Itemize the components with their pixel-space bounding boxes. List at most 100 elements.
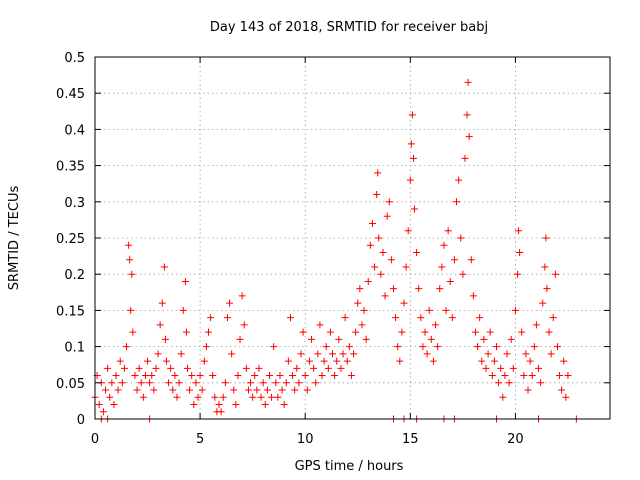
data-point <box>522 350 530 358</box>
data-point <box>364 277 372 285</box>
y-tick-label: 0.05 <box>56 377 85 392</box>
grid-lines <box>95 57 610 419</box>
data-point <box>352 328 360 336</box>
data-point <box>511 306 519 314</box>
y-tick-label: 0.25 <box>56 232 85 247</box>
data-point <box>280 401 288 409</box>
data-point <box>129 328 137 336</box>
data-point <box>110 401 118 409</box>
data-point <box>518 328 526 336</box>
data-point <box>135 364 143 372</box>
data-point <box>179 306 187 314</box>
data-point <box>562 393 570 401</box>
data-point <box>341 314 349 322</box>
data-point <box>192 379 200 387</box>
data-point <box>448 314 456 322</box>
x-tick-label: 0 <box>91 432 99 447</box>
x-tick-label: 10 <box>297 432 314 447</box>
data-point <box>301 372 309 380</box>
data-point <box>320 357 328 365</box>
data-point <box>228 350 236 358</box>
data-point <box>415 285 423 293</box>
data-point <box>251 372 259 380</box>
data-point <box>333 357 341 365</box>
data-point <box>484 350 492 358</box>
y-tick-label: 0.1 <box>64 341 85 356</box>
data-point <box>400 299 408 307</box>
data-point <box>509 364 517 372</box>
data-point <box>427 335 435 343</box>
data-point <box>234 372 242 380</box>
data-point <box>125 241 133 249</box>
data-point <box>379 248 387 256</box>
data-point <box>158 299 166 307</box>
data-point <box>108 379 116 387</box>
data-point <box>547 350 555 358</box>
data-point <box>114 386 122 394</box>
data-point <box>175 379 183 387</box>
data-point <box>118 379 126 387</box>
data-point <box>394 343 402 351</box>
data-point <box>530 343 538 351</box>
data-point <box>183 364 191 372</box>
data-point <box>165 379 173 387</box>
data-point <box>123 343 131 351</box>
data-point <box>226 299 234 307</box>
data-point <box>480 335 488 343</box>
data-point <box>417 314 425 322</box>
data-point <box>553 343 561 351</box>
data-point <box>532 321 540 329</box>
data-point <box>284 357 292 365</box>
data-point <box>188 372 196 380</box>
data-point <box>542 234 550 242</box>
data-point <box>438 263 446 271</box>
y-tick-label: 0.5 <box>64 51 85 66</box>
y-axis-label: SRMTID / TECUs <box>7 186 22 291</box>
data-point <box>440 241 448 249</box>
data-point <box>398 328 406 336</box>
data-point <box>425 306 433 314</box>
data-point <box>501 372 509 380</box>
data-point <box>434 343 442 351</box>
data-point <box>335 335 343 343</box>
data-point <box>402 263 410 271</box>
data-point <box>413 248 421 256</box>
data-point <box>368 220 376 228</box>
data-point <box>366 241 374 249</box>
data-point <box>272 379 280 387</box>
data-point <box>240 321 248 329</box>
data-point <box>116 357 124 365</box>
data-point <box>515 227 523 235</box>
data-point <box>297 350 305 358</box>
data-point <box>526 357 534 365</box>
data-point <box>299 328 307 336</box>
data-point <box>457 234 465 242</box>
data-point <box>177 350 185 358</box>
data-point <box>442 306 450 314</box>
data-point <box>329 350 337 358</box>
data-point <box>524 386 532 394</box>
data-point <box>514 270 522 278</box>
data-point <box>450 256 458 264</box>
data-point <box>407 140 415 148</box>
data-point <box>408 111 416 119</box>
data-point <box>337 364 345 372</box>
data-points <box>91 78 580 423</box>
data-point <box>467 256 475 264</box>
data-point <box>358 321 366 329</box>
data-point <box>411 205 419 213</box>
data-point <box>173 393 181 401</box>
data-point <box>160 263 168 271</box>
data-point <box>535 364 543 372</box>
data-point <box>478 357 486 365</box>
data-point <box>95 401 103 409</box>
data-point <box>223 314 231 322</box>
data-point <box>345 343 353 351</box>
data-point <box>211 393 219 401</box>
data-point <box>289 372 297 380</box>
data-point <box>137 379 145 387</box>
data-point <box>198 386 206 394</box>
data-point <box>543 285 551 293</box>
data-point <box>482 364 490 372</box>
data-point <box>205 328 213 336</box>
